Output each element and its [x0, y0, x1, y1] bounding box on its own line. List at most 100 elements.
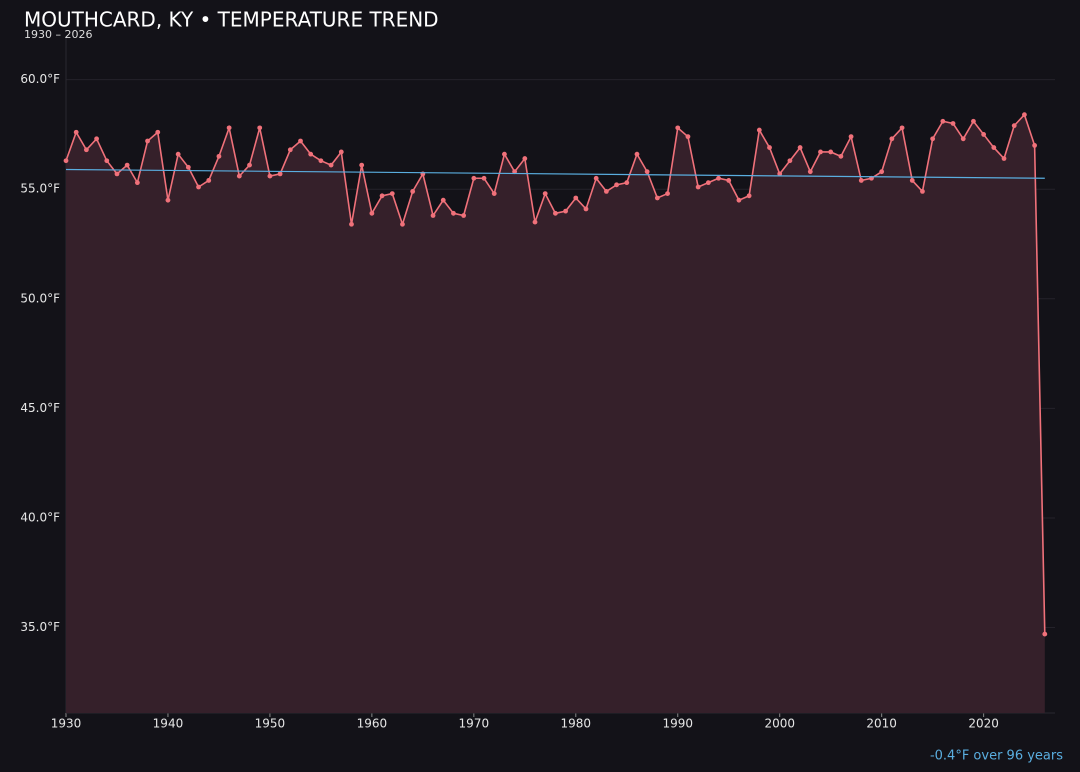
- point: [991, 145, 997, 150]
- point: [1042, 631, 1048, 637]
- trend-annotation: -0.4°F over 96 years: [930, 749, 1063, 764]
- point: [624, 180, 630, 186]
- point: [777, 171, 783, 177]
- x-tick-label: 1930: [51, 717, 82, 731]
- point: [471, 175, 477, 181]
- point: [236, 173, 242, 179]
- point: [981, 132, 987, 137]
- point: [756, 127, 762, 133]
- point: [451, 210, 456, 216]
- point: [807, 169, 813, 175]
- point: [971, 118, 976, 124]
- point: [787, 158, 793, 164]
- y-tick-label: 45.0°F: [20, 401, 60, 415]
- point: [614, 182, 619, 188]
- point: [155, 129, 161, 135]
- point: [848, 134, 854, 140]
- point: [746, 193, 752, 199]
- x-tick-label: 1960: [357, 717, 388, 731]
- point: [603, 189, 609, 194]
- point: [277, 171, 283, 177]
- point: [726, 178, 732, 183]
- chart-title: MOUTHCARD, KY • TEMPERATURE TREND: [24, 8, 439, 32]
- point: [63, 158, 69, 164]
- chart-subtitle: 1930 – 2026: [24, 28, 92, 41]
- point: [858, 178, 864, 183]
- point: [410, 189, 416, 194]
- x-tick-label: 1950: [255, 717, 286, 731]
- point: [705, 180, 711, 186]
- point: [930, 136, 936, 142]
- y-tick-label: 35.0°F: [20, 620, 60, 634]
- point: [512, 169, 518, 175]
- point: [145, 138, 150, 144]
- point: [83, 147, 89, 153]
- point: [461, 213, 467, 218]
- point: [889, 136, 895, 142]
- point: [247, 162, 252, 168]
- point: [818, 149, 823, 155]
- point: [216, 153, 222, 159]
- point: [899, 125, 905, 131]
- x-tick-label: 1940: [153, 717, 184, 731]
- point: [440, 197, 446, 203]
- point: [767, 145, 772, 150]
- point: [940, 118, 946, 124]
- point: [379, 193, 385, 199]
- x-tick-label: 1970: [459, 717, 490, 731]
- point: [522, 156, 528, 161]
- point: [226, 125, 232, 131]
- point: [400, 221, 405, 227]
- point: [950, 121, 956, 126]
- point: [491, 191, 497, 197]
- point: [287, 147, 293, 153]
- point: [879, 169, 885, 175]
- point: [185, 164, 191, 170]
- point: [736, 197, 742, 203]
- point: [389, 191, 395, 197]
- y-tick-label: 50.0°F: [20, 291, 60, 305]
- point: [1001, 156, 1007, 161]
- point: [634, 151, 640, 157]
- point: [94, 136, 99, 142]
- point: [73, 129, 79, 135]
- point: [797, 145, 803, 150]
- point: [104, 158, 110, 164]
- point: [675, 125, 681, 131]
- point: [828, 149, 834, 155]
- x-tick-label: 2010: [866, 717, 897, 731]
- point: [583, 206, 589, 212]
- point: [298, 138, 303, 144]
- point: [1022, 112, 1027, 118]
- point: [553, 210, 558, 216]
- point: [593, 175, 599, 181]
- point: [267, 173, 273, 179]
- point: [369, 210, 375, 216]
- area: [66, 114, 1045, 714]
- y-tick-label: 60.0°F: [20, 72, 60, 86]
- point: [960, 136, 966, 142]
- point: [654, 195, 660, 201]
- point: [359, 162, 365, 168]
- point: [502, 151, 507, 157]
- point: [257, 125, 263, 131]
- point: [430, 213, 436, 218]
- point: [685, 134, 691, 140]
- point: [308, 151, 314, 157]
- x-tick-label: 2020: [968, 717, 999, 731]
- y-tick-label: 40.0°F: [20, 510, 60, 524]
- point: [909, 178, 915, 183]
- point: [665, 191, 670, 197]
- point: [920, 189, 925, 194]
- point: [542, 191, 548, 197]
- y-tick-label: 55.0°F: [20, 182, 60, 196]
- point: [838, 153, 844, 159]
- point: [644, 169, 650, 175]
- point: [206, 178, 212, 183]
- point: [481, 175, 487, 181]
- point: [563, 208, 568, 214]
- point: [318, 158, 324, 164]
- point: [532, 219, 538, 225]
- point: [349, 221, 354, 227]
